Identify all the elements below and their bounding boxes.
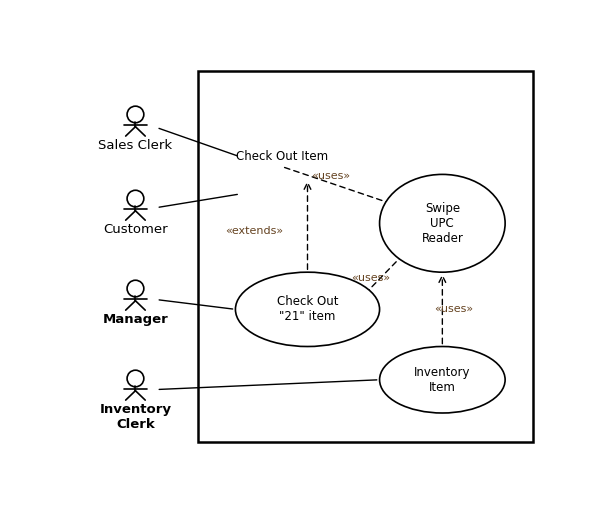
Text: Sales Clerk: Sales Clerk (98, 139, 173, 152)
Text: «extends»: «extends» (225, 226, 283, 236)
Text: Customer: Customer (103, 223, 168, 236)
Ellipse shape (380, 346, 505, 413)
Text: Manager: Manager (103, 313, 169, 326)
Ellipse shape (380, 174, 505, 272)
Ellipse shape (235, 272, 380, 346)
Text: Inventory
Item: Inventory Item (414, 366, 470, 394)
Text: «uses»: «uses» (434, 304, 473, 314)
Text: Check Out
"21" item: Check Out "21" item (277, 295, 338, 324)
Text: «uses»: «uses» (351, 273, 390, 283)
Ellipse shape (127, 370, 144, 387)
Text: Inventory
Clerk: Inventory Clerk (100, 403, 172, 431)
Text: «uses»: «uses» (311, 171, 350, 181)
Ellipse shape (127, 190, 144, 207)
FancyBboxPatch shape (198, 71, 533, 442)
Ellipse shape (127, 106, 144, 123)
Text: Swipe
UPC
Reader: Swipe UPC Reader (421, 202, 463, 245)
Text: Check Out Item: Check Out Item (236, 150, 328, 163)
Ellipse shape (127, 280, 144, 297)
